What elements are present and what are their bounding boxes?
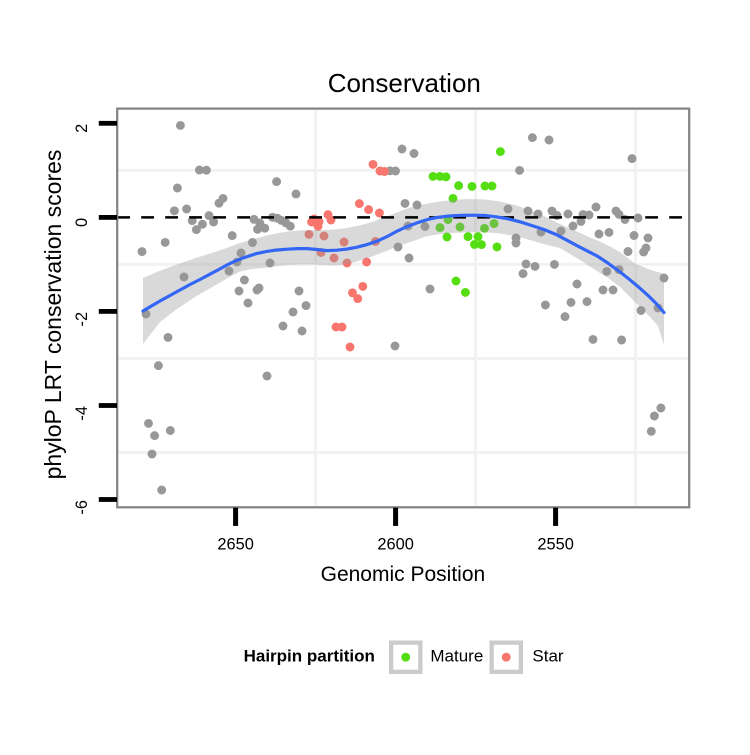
svg-text:2550: 2550 bbox=[537, 536, 573, 554]
svg-text:Star: Star bbox=[532, 646, 564, 665]
svg-text:-4: -4 bbox=[73, 406, 91, 421]
svg-text:phyloP LRT conservation scores: phyloP LRT conservation scores bbox=[40, 150, 66, 480]
svg-text:2600: 2600 bbox=[377, 536, 413, 554]
svg-text:Hairpin partition: Hairpin partition bbox=[244, 646, 375, 665]
svg-text:2: 2 bbox=[73, 124, 91, 133]
svg-text:-2: -2 bbox=[73, 312, 91, 327]
svg-text:Genomic Position: Genomic Position bbox=[321, 563, 486, 586]
svg-text:Mature: Mature bbox=[430, 646, 483, 665]
svg-text:-6: -6 bbox=[73, 500, 91, 515]
svg-text:0: 0 bbox=[73, 218, 91, 227]
svg-text:2650: 2650 bbox=[217, 536, 253, 554]
svg-text:Conservation: Conservation bbox=[328, 68, 481, 98]
